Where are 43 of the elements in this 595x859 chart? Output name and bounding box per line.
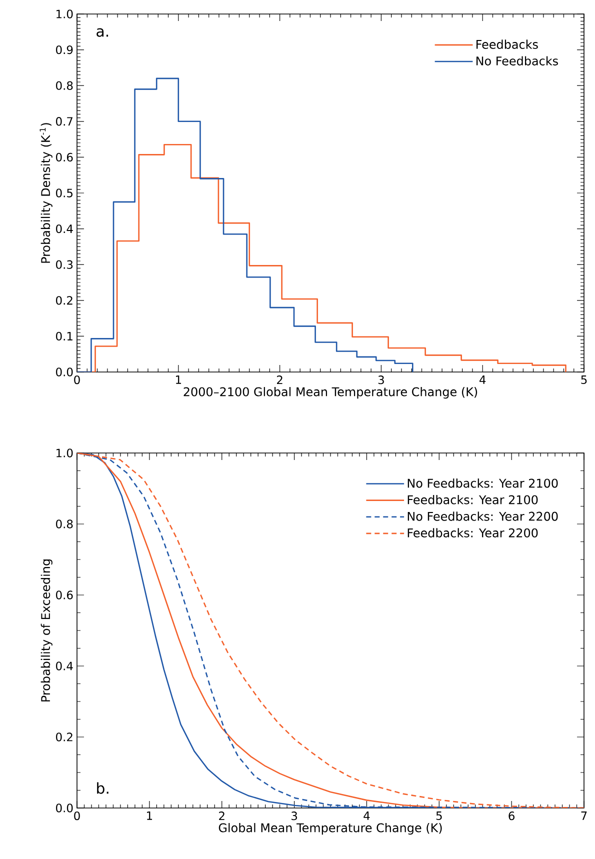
x-tick-label: 1 (176, 376, 181, 384)
x-tick-label: 5 (581, 376, 587, 384)
y-tick-label: 0.0 (56, 368, 73, 376)
x-tick-label: 4 (364, 812, 370, 820)
y-tick-label: 0.7 (56, 117, 72, 126)
y-axis-title: Probability of Exceeding (40, 560, 52, 702)
legend-label: No Feedbacks: Year 2200 (408, 512, 558, 521)
x-tick-label: 0 (74, 812, 80, 820)
annotation: b. (97, 782, 108, 794)
legend-label: No Feedbacks (476, 56, 558, 66)
x-tick-label: 5 (436, 812, 442, 820)
x-tick-label: 6 (508, 812, 514, 820)
x-tick-label: 7 (581, 812, 587, 820)
y-tick-label: 0.6 (56, 152, 73, 162)
x-axis-title: Global Mean Temperature Change (K) (218, 823, 442, 835)
x-axis-title: 2000–2100 Global Mean Temperature Change (K) (184, 387, 478, 399)
x-tick-label: 0 (74, 376, 80, 384)
y-tick-label: 0.1 (56, 332, 72, 341)
y-tick-label: 0.4 (56, 224, 73, 234)
y-tick-label: 0.3 (56, 260, 73, 269)
y-tick-label: 0.5 (56, 188, 72, 198)
y-tick-label: 0.9 (56, 45, 73, 54)
y-tick-label: 0.4 (56, 662, 73, 670)
y-tick-label: 1.0 (56, 10, 73, 18)
y-axis-title: Probability Density (K$^{-1}$) (40, 123, 52, 263)
y-tick-label: 0.8 (56, 81, 73, 90)
x-tick-label: 1 (147, 812, 152, 820)
y-tick-label: 0.2 (56, 296, 72, 305)
legend-label: Feedbacks: Year 2200 (408, 528, 538, 538)
y-tick-label: 0.2 (56, 732, 72, 742)
legend-label: Feedbacks (476, 40, 538, 49)
annotation: a. (96, 28, 108, 37)
y-tick-label: 1.0 (56, 448, 73, 458)
x-tick-label: 3 (292, 812, 298, 820)
x-tick-label: 3 (378, 376, 384, 384)
y-tick-label: 0.6 (56, 590, 73, 600)
y-tick-label: 0.8 (56, 520, 73, 528)
x-tick-label: 2 (277, 376, 282, 384)
x-tick-label: 2 (219, 812, 224, 820)
x-tick-label: 4 (480, 376, 486, 384)
y-tick-label: 0.0 (56, 804, 73, 812)
legend-label: Feedbacks: Year 2100 (408, 495, 538, 504)
legend-label: No Feedbacks: Year 2100 (408, 478, 558, 488)
